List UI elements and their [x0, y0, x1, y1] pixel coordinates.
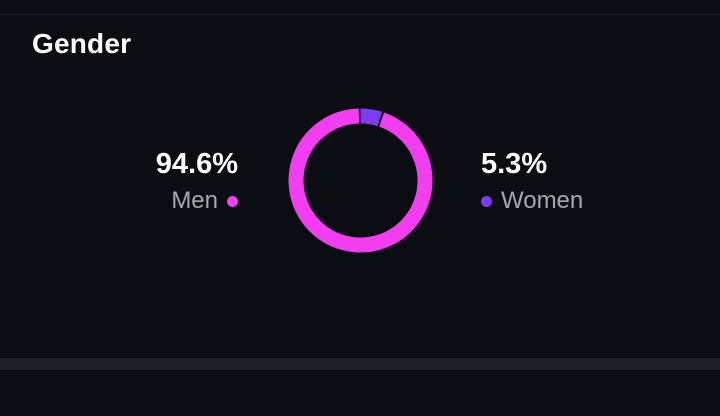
donut-slice-men[interactable]	[287, 107, 434, 254]
men-label: Men	[171, 187, 218, 214]
women-percentage: 5.3%	[481, 148, 548, 180]
gender-donut-chart[interactable]	[287, 107, 434, 254]
bottom-divider	[0, 358, 720, 370]
men-percentage: 94.6%	[155, 148, 238, 180]
women-legend: Women	[481, 186, 583, 216]
men-legend: Men	[156, 186, 238, 216]
stat-women: 5.3% Women	[481, 146, 583, 216]
top-divider	[0, 14, 720, 15]
stat-men: 94.6% Men	[156, 146, 238, 216]
women-label: Women	[501, 187, 584, 214]
card-title: Gender	[32, 28, 132, 59]
men-color-dot	[227, 195, 238, 207]
women-color-dot	[481, 195, 492, 207]
donut-slice-women[interactable]	[288, 108, 433, 253]
